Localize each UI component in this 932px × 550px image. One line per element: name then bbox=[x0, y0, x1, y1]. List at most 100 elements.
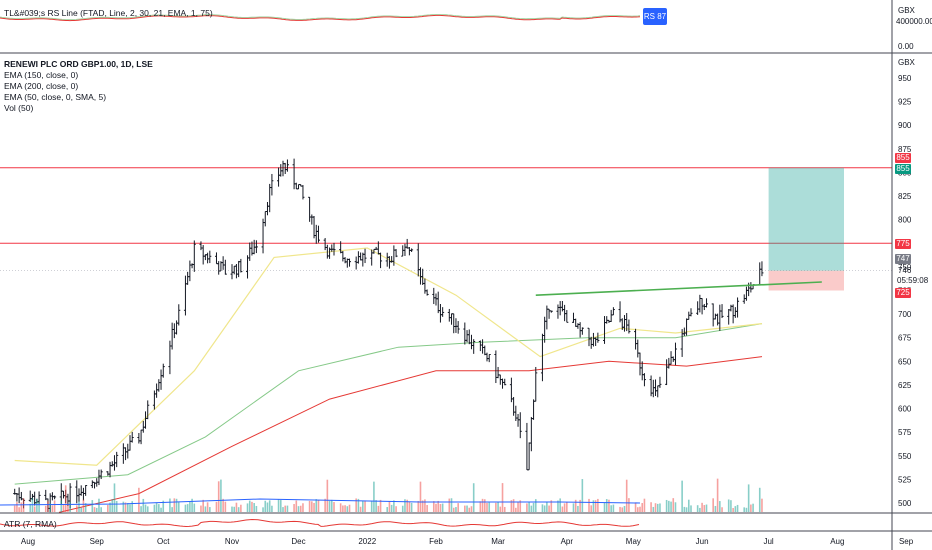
ohlc-bar bbox=[516, 413, 520, 427]
indicator-volume[interactable]: Vol (50) bbox=[4, 103, 34, 113]
volume-bar bbox=[266, 502, 269, 512]
ohlc-bar bbox=[268, 183, 272, 213]
current-price: 746 bbox=[898, 266, 912, 275]
volume-bar bbox=[519, 500, 522, 512]
volume-bar bbox=[479, 501, 482, 512]
volume-bar bbox=[51, 505, 54, 512]
volume-bar bbox=[393, 500, 395, 512]
volume-bar bbox=[342, 505, 344, 512]
ohlc-bar bbox=[574, 318, 578, 327]
ohlc-bar bbox=[159, 369, 163, 390]
volume-bar bbox=[592, 500, 595, 512]
ohlc-bar bbox=[434, 293, 438, 306]
volume-bar bbox=[758, 487, 761, 512]
volume-bar bbox=[60, 500, 63, 512]
ohlc-bar bbox=[496, 366, 500, 379]
volume-bar bbox=[253, 503, 255, 512]
ohlc-bar bbox=[254, 240, 258, 254]
ohlc-bar bbox=[121, 443, 125, 464]
ohlc-bar bbox=[438, 304, 442, 323]
ohlc-bar bbox=[472, 339, 476, 354]
volume-bar bbox=[623, 505, 626, 512]
resistance-tag: 775 bbox=[895, 239, 911, 249]
ohlc-bar bbox=[201, 245, 205, 265]
ohlc-bar bbox=[558, 301, 562, 316]
ohlc-bar bbox=[618, 301, 622, 323]
ohlc-bar bbox=[277, 167, 281, 187]
volume-bar bbox=[255, 505, 258, 512]
volume-bar bbox=[231, 506, 233, 512]
y-tick-label: 650 bbox=[898, 357, 912, 366]
ohlc-bar bbox=[731, 304, 735, 324]
ohlc-bar bbox=[651, 379, 655, 398]
volume-bar bbox=[750, 504, 752, 512]
volume-bar bbox=[495, 502, 497, 512]
y-tick-label: 600 bbox=[898, 405, 912, 414]
ohlc-bar bbox=[494, 350, 498, 384]
volume-bar bbox=[348, 504, 351, 512]
ohlc-bar bbox=[110, 461, 114, 467]
volume-bar bbox=[324, 498, 326, 512]
y-tick-label: 550 bbox=[898, 452, 912, 461]
volume-bar bbox=[625, 479, 628, 512]
volume-bar bbox=[714, 505, 717, 512]
ohlc-bar bbox=[155, 383, 159, 398]
y-tick-label: 700 bbox=[898, 310, 912, 319]
symbol-title[interactable]: RENEWI PLC ORD GBP1.00, 1D, LSE bbox=[4, 59, 153, 69]
rs-currency: GBX bbox=[898, 6, 915, 15]
ohlc-bar bbox=[481, 339, 485, 354]
ohlc-bar bbox=[170, 322, 174, 350]
volume-bar bbox=[716, 478, 719, 512]
ohlc-bar bbox=[525, 422, 529, 471]
volume-bar bbox=[251, 501, 253, 512]
ohlc-bar bbox=[192, 240, 196, 272]
volume-bar bbox=[736, 504, 739, 512]
volume-bar bbox=[91, 500, 94, 512]
x-tick-label: Aug bbox=[830, 537, 844, 546]
volume-bar bbox=[75, 505, 78, 512]
ohlc-bar bbox=[556, 304, 560, 319]
indicator-ema50[interactable]: EMA (50, close, 0, SMA, 5) bbox=[4, 92, 107, 102]
indicator-ema200[interactable]: EMA (200, close, 0) bbox=[4, 81, 79, 91]
atr-label: ATR (7, RMA) bbox=[4, 519, 57, 529]
ohlc-bar bbox=[441, 307, 445, 317]
ohlc-bar bbox=[230, 264, 234, 280]
ohlc-bar bbox=[716, 313, 720, 326]
ohlc-bar bbox=[749, 282, 753, 293]
stop-tag: 725 bbox=[895, 288, 911, 298]
ohlc-bar bbox=[81, 487, 85, 501]
ohlc-bar bbox=[436, 291, 440, 314]
indicator-ema150[interactable]: EMA (150, close, 0) bbox=[4, 70, 79, 80]
volume-bar bbox=[448, 498, 451, 512]
volume-bar bbox=[390, 504, 393, 512]
volume-bar bbox=[703, 505, 706, 512]
ohlc-bar bbox=[312, 215, 316, 239]
volume-bar bbox=[209, 507, 211, 512]
ohlc-bar bbox=[126, 443, 130, 459]
ohlc-bar bbox=[405, 238, 409, 249]
x-tick-label: Jun bbox=[696, 537, 709, 546]
ohlc-bar bbox=[281, 160, 285, 177]
x-tick-label: Sep bbox=[90, 537, 105, 546]
volume-bar bbox=[144, 504, 147, 512]
ohlc-bar bbox=[705, 298, 709, 308]
volume-bar bbox=[364, 500, 366, 512]
volume-bar bbox=[16, 502, 18, 512]
main-currency: GBX bbox=[898, 58, 915, 67]
volume-bar bbox=[605, 499, 608, 512]
volume-bar bbox=[745, 507, 748, 512]
volume-bar bbox=[674, 502, 677, 512]
volume-bar bbox=[548, 505, 550, 512]
volume-bar bbox=[95, 507, 98, 512]
volume-bar bbox=[237, 507, 240, 512]
volume-bar bbox=[577, 505, 579, 512]
volume-bar bbox=[468, 507, 471, 512]
volume-bar bbox=[636, 507, 639, 512]
volume-bar bbox=[346, 506, 349, 512]
ohlc-bar bbox=[199, 241, 203, 251]
ohlc-bar bbox=[217, 261, 221, 275]
ohlc-bar bbox=[483, 345, 487, 356]
volume-bar bbox=[672, 498, 675, 512]
profit-zone bbox=[768, 167, 844, 271]
ohlc-bar bbox=[563, 304, 567, 322]
